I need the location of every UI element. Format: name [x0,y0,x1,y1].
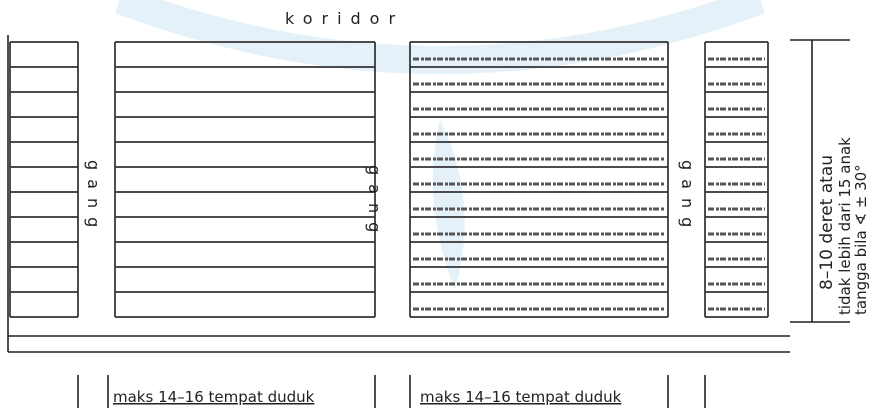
aisle-label: gang [678,160,697,236]
watermark [120,0,760,60]
rows-label: 8–10 deret atau [817,155,837,290]
watermark [433,120,465,290]
corridor-label: koridor [285,9,404,28]
aisle-label: gang [84,160,103,236]
seat-limit-label: maks 14–16 tempat duduk [113,388,315,406]
seat-limit-label: maks 14–16 tempat duduk [420,388,622,406]
page: koridor gang gang gang 8–10 deret atau t… [0,0,879,408]
steps-label: tangga bila ∢ ± 30° [852,164,870,315]
aisle-label: gang [365,165,384,241]
seating-plan: koridor gang gang gang 8–10 deret atau t… [0,0,879,408]
